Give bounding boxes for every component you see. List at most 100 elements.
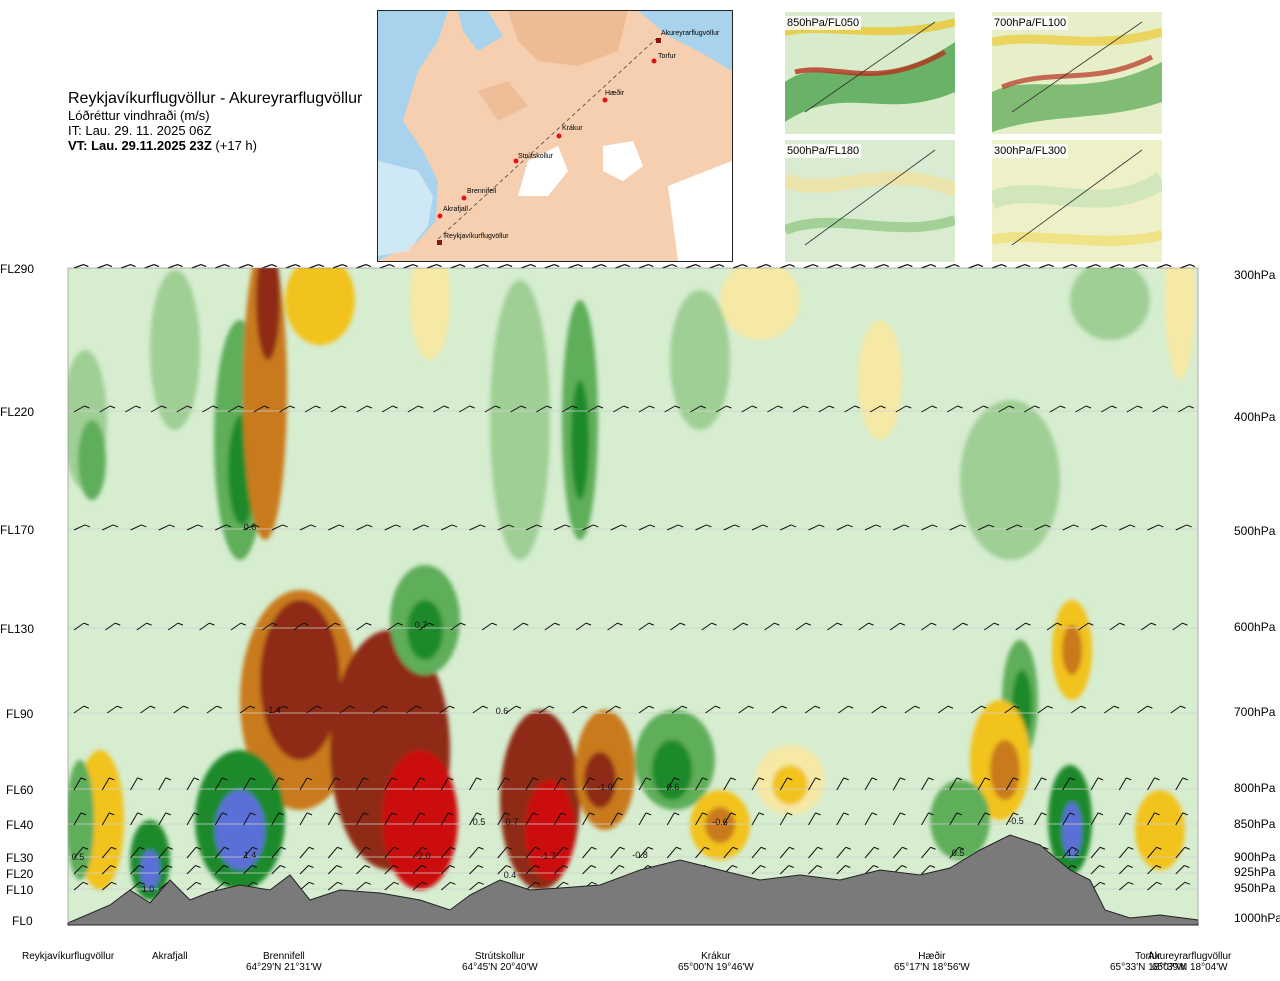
wind-barb	[893, 524, 905, 531]
wind-barb-flag	[280, 865, 286, 868]
wind-barb-flag	[1128, 846, 1134, 850]
wind-barb-flag	[491, 622, 498, 626]
wind-barb-flag	[130, 264, 136, 268]
wind-barb	[764, 622, 775, 631]
wind-barb	[356, 812, 364, 826]
wind-barb	[827, 264, 837, 269]
wind-barb	[921, 264, 932, 269]
wind-barb	[1090, 524, 1103, 531]
wind-barb-flag	[536, 524, 543, 528]
wind-barb-flag	[868, 622, 874, 626]
wind-barb	[299, 777, 308, 791]
wind-contour	[256, 268, 280, 360]
fl-label: FL290	[0, 262, 35, 276]
wind-barb	[582, 846, 592, 859]
wind-barb	[497, 865, 507, 875]
wind-barb	[670, 622, 681, 631]
wind-barb	[1049, 405, 1061, 413]
hpa-label: 700hPa	[1234, 705, 1276, 719]
wind-barb-flag	[984, 812, 991, 816]
wind-barb-flag	[1088, 622, 1094, 626]
wind-barb-flag	[1119, 264, 1125, 268]
wind-barb	[450, 622, 461, 631]
wind-barb	[949, 524, 961, 531]
wind-barb-flag	[572, 405, 578, 409]
waypoint-brennifell: Brennifell 64°29'N 21°31'W	[246, 951, 322, 973]
wind-barb-flag	[482, 705, 488, 709]
wind-barb-flag	[115, 622, 121, 626]
thumbnail-700hpa[interactable]: 700hPa/FL100	[992, 12, 1162, 134]
wind-barb-flag	[1101, 524, 1108, 528]
wind-barb-flag	[282, 524, 288, 528]
wind-barb-flag	[624, 264, 631, 268]
wind-barb	[253, 405, 265, 413]
wind-barb	[293, 622, 304, 631]
wind-barb	[1133, 264, 1143, 269]
fl-label: FL130	[0, 622, 35, 636]
wind-barb	[553, 865, 564, 875]
wind-barb	[158, 524, 170, 531]
wind-barb	[199, 622, 210, 631]
wind-barb	[173, 705, 184, 714]
wind-barb-flag	[80, 812, 87, 816]
wind-barb-flag	[803, 405, 809, 409]
wind-barb-flag	[391, 812, 397, 816]
wind-barb	[130, 865, 140, 875]
wind-barb	[858, 622, 869, 631]
wind-barb	[582, 812, 590, 826]
wind-barb-flag	[477, 865, 484, 868]
wind-barb	[101, 812, 110, 826]
wind-barb-flag	[619, 846, 625, 850]
wind-barb	[309, 264, 320, 269]
wind-barb	[186, 881, 197, 891]
wind-barb-flag	[335, 812, 341, 816]
wind-contour	[960, 400, 1060, 560]
wind-barb-flag	[349, 705, 355, 709]
wind-barb-flag	[680, 622, 686, 626]
wind-barb-flag	[816, 865, 823, 868]
wind-barb-flag	[80, 777, 87, 781]
wind-barb-flag	[153, 264, 160, 268]
wind-barb	[525, 812, 534, 826]
wind-barb-flag	[815, 812, 821, 816]
waypoint-akureyri: Akureyrarflugvöllur 65°39'N 18°04'W	[1148, 951, 1231, 973]
wind-barb	[412, 881, 423, 891]
wind-barb-flag	[1184, 846, 1190, 850]
wind-barb	[73, 846, 84, 859]
waypoint-name: Brennifell	[263, 951, 305, 962]
wind-barb	[1175, 846, 1186, 859]
wind-barb-flag	[1111, 405, 1117, 409]
wind-contour	[382, 750, 458, 890]
wind-barb	[795, 622, 807, 631]
wind-barb-flag	[183, 705, 189, 709]
wind-barb-flag	[758, 812, 765, 816]
wind-barb	[306, 705, 317, 714]
wind-barb-flag	[648, 622, 655, 626]
wind-barb	[412, 865, 422, 875]
wind-contour	[720, 268, 800, 340]
thumbnail-300hpa[interactable]: 300hPa/FL300	[992, 140, 1162, 262]
wind-barb-flag	[250, 777, 256, 781]
wind-barb-flag	[815, 777, 821, 781]
hpa-label: 1000hPa	[1234, 911, 1280, 925]
wind-barb-flag	[397, 622, 403, 626]
wind-barb-flag	[335, 777, 341, 781]
wind-barb-flag	[845, 846, 851, 850]
thumbnail-500hpa[interactable]: 500hPa/FL180	[785, 140, 955, 262]
wind-barb	[214, 881, 225, 891]
wind-barb-flag	[674, 777, 680, 781]
wind-barb-flag	[1156, 881, 1162, 885]
wind-barb-flag	[251, 865, 258, 868]
wind-barb	[1118, 812, 1127, 826]
wind-barb	[176, 405, 188, 413]
wind-barb	[701, 622, 712, 631]
thumbnail-850hpa[interactable]: 850hPa/FL050	[785, 12, 955, 134]
valid-time-offset: (+17 h)	[211, 138, 257, 153]
wind-barb-flag	[875, 524, 882, 528]
wind-barb-flag	[582, 705, 588, 709]
wind-barb	[613, 405, 624, 413]
wind-barb	[638, 777, 647, 791]
wind-barb	[952, 622, 964, 631]
wind-barb-flag	[546, 405, 552, 409]
wind-barb-flag	[848, 705, 854, 709]
